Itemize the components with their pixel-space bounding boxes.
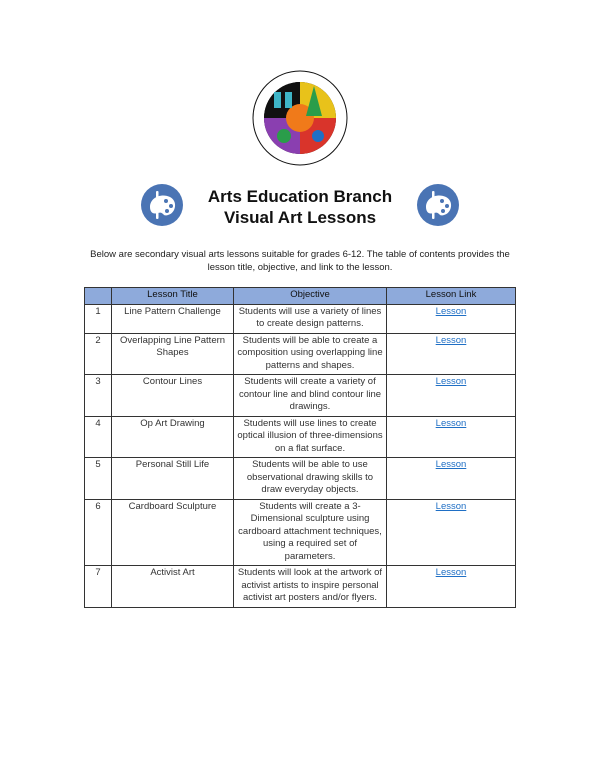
lesson-objective: Students will be able to create a compos… <box>233 332 387 375</box>
lesson-link-cell: Lesson <box>386 498 516 566</box>
lesson-objective: Students will create a variety of contou… <box>233 374 387 417</box>
table-row: 5 Personal Still Life Students will be abl… <box>84 457 516 500</box>
lesson-link-cell: Lesson <box>386 415 516 458</box>
lesson-link-cell: Lesson <box>386 332 516 375</box>
lessons-table: Lesson Title Objective Lesson Link 1 Line… <box>84 287 516 608</box>
lesson-objective: Students will use lines to create optica… <box>233 415 387 458</box>
column-header-objective: Objective <box>233 287 387 305</box>
lesson-number: 5 <box>84 457 112 500</box>
lesson-link[interactable]: Lesson <box>435 305 467 317</box>
lesson-title: Line Pattern Challenge <box>111 303 234 334</box>
table-row: 6 Cardboard Sculpture Students will create… <box>84 498 516 566</box>
lesson-objective: Students will be able to use observation… <box>233 457 387 500</box>
lesson-number: 2 <box>84 332 112 375</box>
table-row: 7 Activist Art Students will look at the a… <box>84 565 516 608</box>
intro-text: Below are secondary visual arts lessons … <box>90 249 510 273</box>
lesson-number: 1 <box>84 303 112 334</box>
table-row: 4 Op Art Drawing Students will use lines t… <box>84 415 516 458</box>
palette-icon <box>417 184 459 226</box>
lesson-title: Cardboard Sculpture <box>111 498 234 566</box>
table-row: 1 Line Pattern Challenge Students will use… <box>84 303 516 334</box>
lesson-title: Personal Still Life <box>111 457 234 500</box>
lesson-objective: Students will create a 3-Dimensional scu… <box>233 498 387 566</box>
lesson-objective: Students will use a variety of lines to … <box>233 303 387 334</box>
table-row: 3 Contour Lines Students will create a var… <box>84 374 516 417</box>
lesson-title: Contour Lines <box>111 374 234 417</box>
lesson-number: 7 <box>84 565 112 608</box>
title-line-2: Visual Art Lessons <box>223 208 377 227</box>
table-row: 2 Overlapping Line Pattern Shapes Students… <box>84 332 516 375</box>
column-header-link: Lesson Link <box>386 287 516 305</box>
district-logo <box>252 70 348 166</box>
lesson-objective: Students will look at the artwork of act… <box>233 565 387 608</box>
page-title: Arts Education Branch Visual Art Lessons <box>150 186 450 228</box>
lesson-title: Op Art Drawing <box>111 415 234 458</box>
lesson-number: 3 <box>84 374 112 417</box>
lesson-link-cell: Lesson <box>386 457 516 500</box>
palette-icon <box>141 184 183 226</box>
column-header-number <box>84 287 112 305</box>
column-header-title: Lesson Title <box>111 287 234 305</box>
lesson-link[interactable]: Lesson <box>435 459 467 470</box>
lesson-link[interactable]: Lesson <box>435 500 467 512</box>
lesson-link[interactable]: Lesson <box>435 376 467 387</box>
lesson-link-cell: Lesson <box>386 303 516 334</box>
lesson-title: Activist Art <box>111 565 234 608</box>
lesson-link-cell: Lesson <box>386 374 516 417</box>
lesson-number: 6 <box>84 498 112 566</box>
table-header-row: Lesson Title Objective Lesson Link <box>84 287 516 305</box>
lesson-link[interactable]: Lesson <box>435 334 467 346</box>
lesson-link-cell: Lesson <box>386 565 516 608</box>
lesson-link[interactable]: Lesson <box>435 567 467 578</box>
lesson-link[interactable]: Lesson <box>435 417 467 429</box>
title-line-1: Arts Education Branch <box>207 187 393 206</box>
lesson-number: 4 <box>84 415 112 458</box>
lesson-title: Overlapping Line Pattern Shapes <box>111 332 234 375</box>
